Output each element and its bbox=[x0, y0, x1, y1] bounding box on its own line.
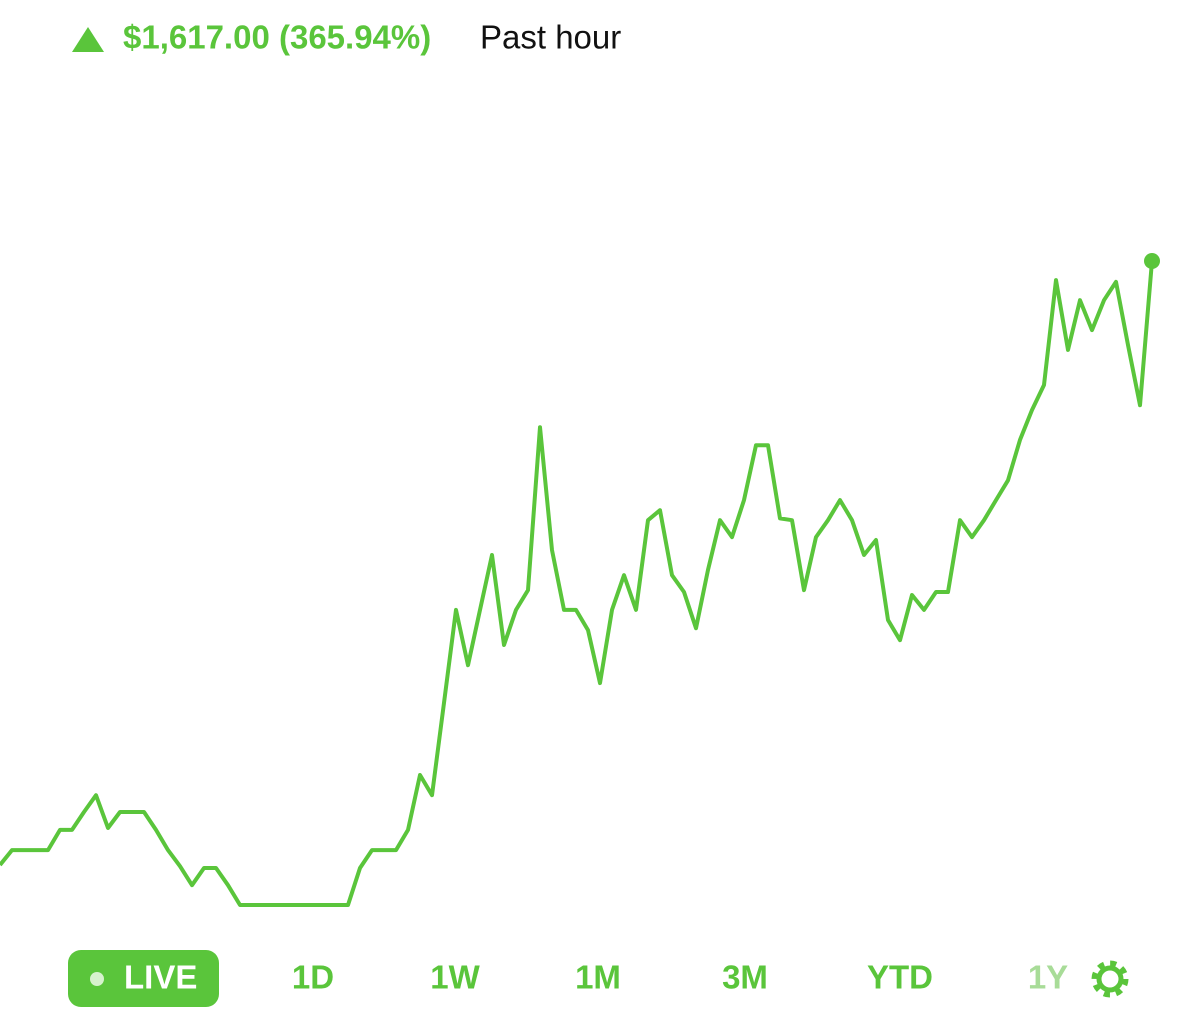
tab-label: LIVE bbox=[124, 959, 197, 996]
tab[interactable]: LIVE bbox=[68, 950, 219, 1007]
price-line bbox=[0, 260, 1154, 907]
tab-label: 1M bbox=[575, 959, 621, 996]
period: Past hour bbox=[480, 19, 621, 56]
tab[interactable]: 3M bbox=[722, 959, 768, 996]
tab[interactable]: YTD bbox=[867, 959, 933, 996]
tabs: LIVE 1D 1W 1M 3M YTD 1Y bbox=[68, 950, 1068, 1007]
gear-teeth bbox=[1091, 960, 1129, 998]
settings[interactable] bbox=[1091, 960, 1129, 998]
up-arrow bbox=[72, 27, 104, 52]
tab[interactable]: 1D bbox=[292, 959, 334, 996]
change: $1,617.00 (365.94%) bbox=[123, 19, 431, 56]
tab-label: 3M bbox=[722, 959, 768, 996]
last-point bbox=[1144, 253, 1160, 269]
tab-label: 1Y bbox=[1028, 959, 1068, 996]
tab[interactable]: 1Y bbox=[1028, 959, 1068, 996]
chart bbox=[0, 253, 1160, 907]
tab[interactable]: 1W bbox=[430, 959, 480, 996]
tab-label: 1D bbox=[292, 959, 334, 996]
tab[interactable]: 1M bbox=[575, 959, 621, 996]
live-dot bbox=[90, 972, 104, 986]
tab-label: YTD bbox=[867, 959, 933, 996]
gear-ring bbox=[1096, 965, 1124, 993]
tab-label: 1W bbox=[430, 959, 480, 996]
tab-selected-bg bbox=[68, 950, 219, 1007]
